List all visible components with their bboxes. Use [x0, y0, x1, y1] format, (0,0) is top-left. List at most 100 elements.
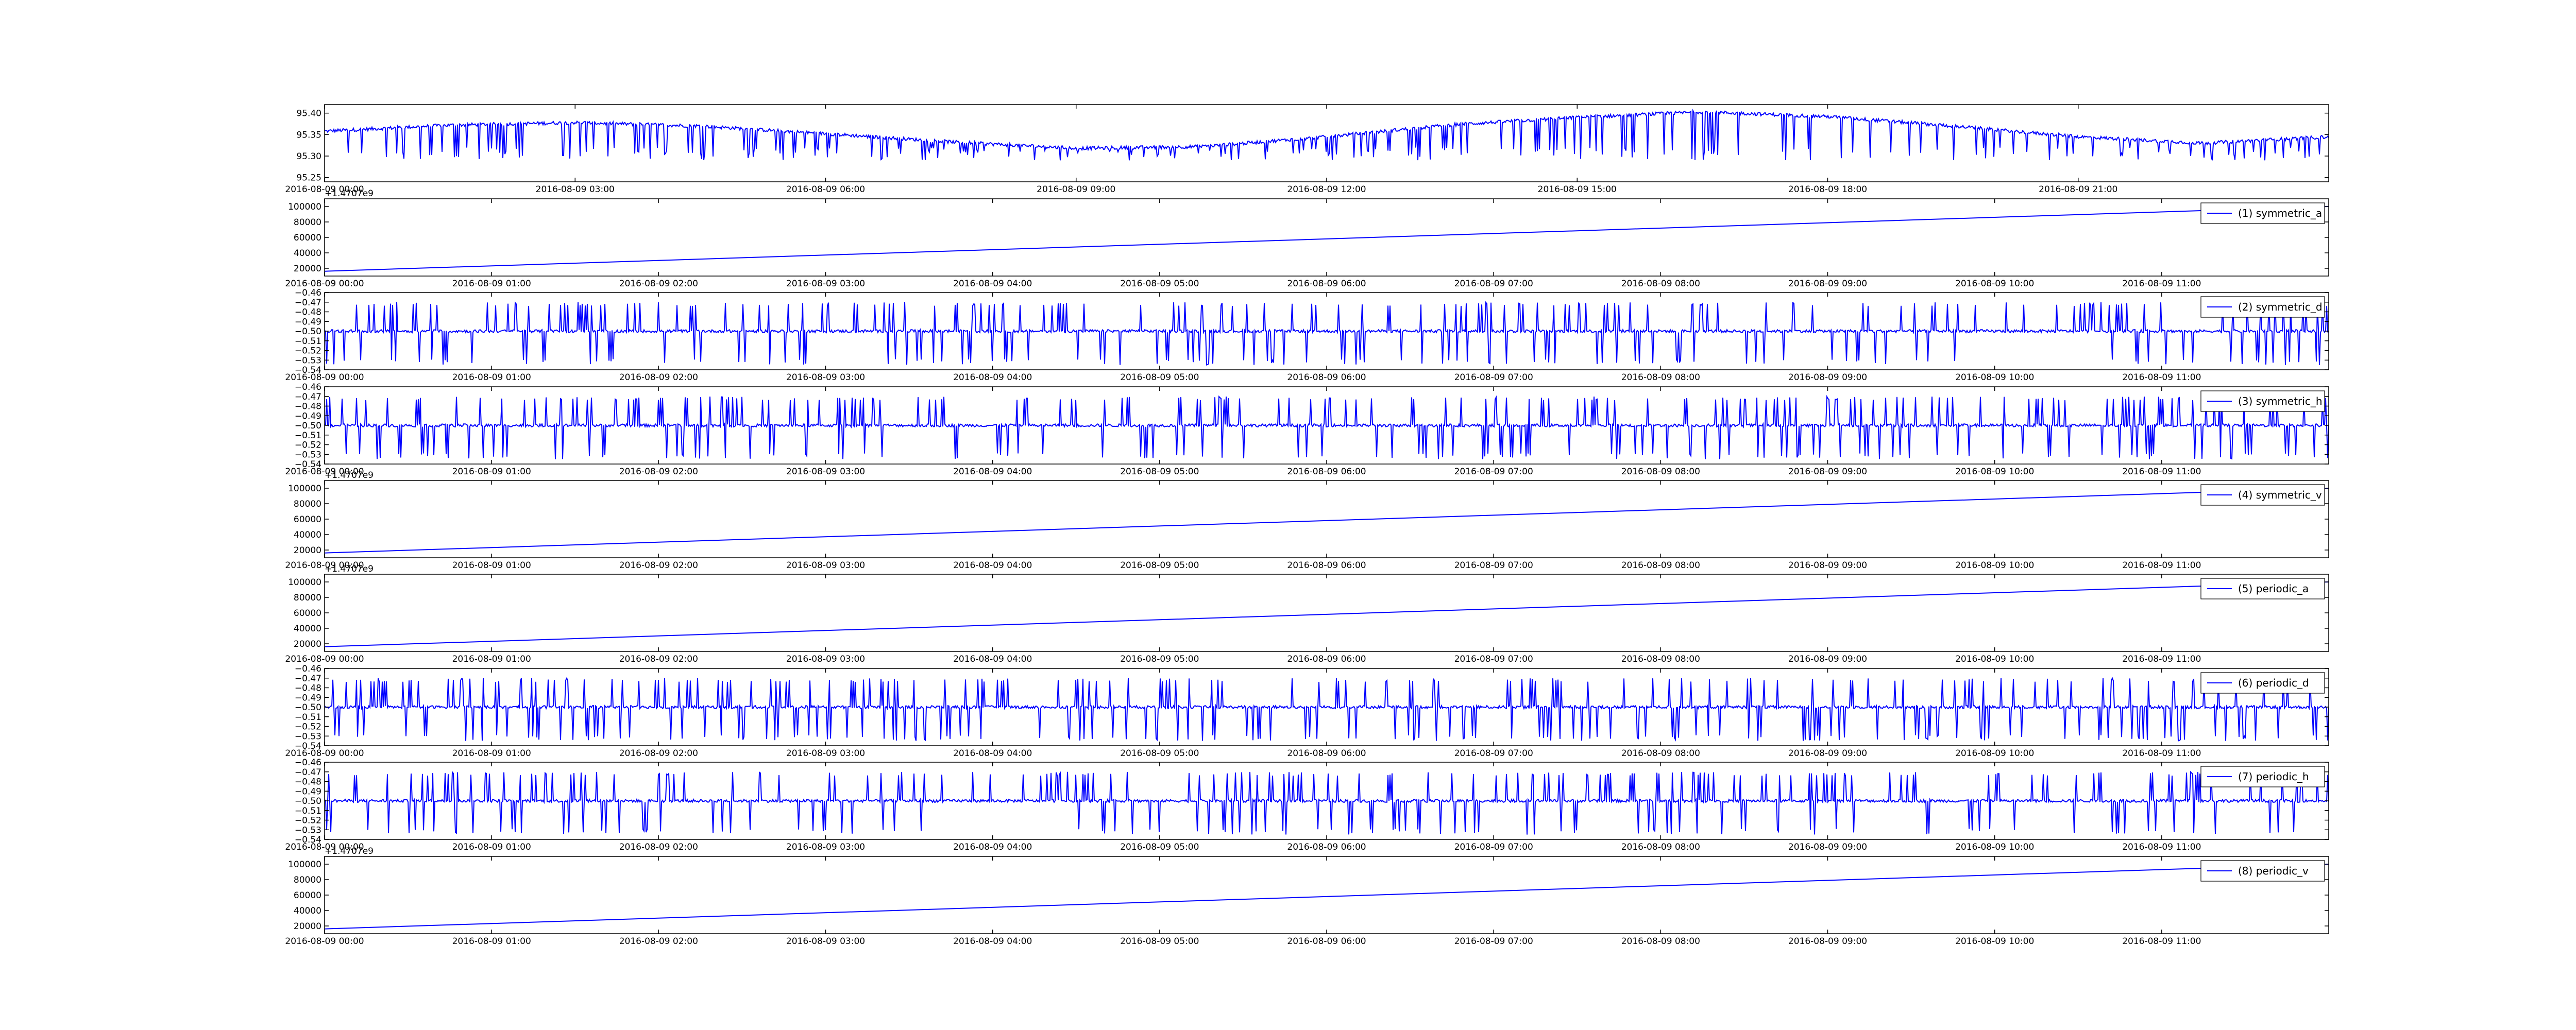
subplot-7: −0.54−0.53−0.52−0.51−0.50−0.49−0.48−0.47…	[285, 664, 2329, 759]
y-tick-label: −0.47	[295, 767, 321, 778]
y-tick-label: 20000	[294, 639, 321, 649]
x-tick-label: 2016-08-09 09:00	[1788, 748, 1867, 759]
axes-frame	[324, 198, 2329, 277]
x-tick-label: 2016-08-09 03:00	[786, 842, 865, 852]
x-tick-label: 2016-08-09 02:00	[619, 748, 698, 759]
x-tick-label: 2016-08-09 01:00	[452, 467, 531, 477]
x-tick-label: 2016-08-09 07:00	[1454, 654, 1533, 664]
y-tick-label: −0.47	[295, 674, 321, 684]
x-tick-label: 2016-08-09 21:00	[2039, 184, 2117, 195]
x-tick-label: 2016-08-09 07:00	[1454, 279, 1533, 289]
x-tick-label: 2016-08-09 00:00	[285, 842, 364, 852]
y-tick-label: 80000	[294, 499, 321, 509]
x-tick-label: 2016-08-09 03:00	[536, 184, 615, 195]
x-tick-label: 2016-08-09 03:00	[786, 654, 865, 664]
x-tick-label: 2016-08-09 01:00	[452, 560, 531, 571]
y-tick-label: −0.53	[295, 355, 321, 366]
y-tick-label: 80000	[294, 593, 321, 603]
y-tick-label: −0.51	[295, 806, 321, 816]
y-tick-label: 60000	[294, 233, 321, 243]
x-tick-label: 2016-08-09 05:00	[1120, 560, 1199, 571]
y-tick-label: −0.51	[295, 336, 321, 347]
x-tick-label: 2016-08-09 05:00	[1120, 467, 1199, 477]
y-tick-label: 100000	[288, 860, 321, 870]
x-tick-label: 2016-08-09 09:00	[1788, 467, 1867, 477]
x-tick-label: 2016-08-09 02:00	[619, 372, 698, 383]
legend-label: (5) periodic_a	[2238, 582, 2309, 595]
y-tick-label: 100000	[288, 202, 321, 212]
x-tick-label: 2016-08-09 11:00	[2122, 936, 2201, 947]
x-tick-label: 2016-08-09 08:00	[1621, 654, 1700, 664]
x-tick-label: 2016-08-09 02:00	[619, 842, 698, 852]
x-tick-label: 2016-08-09 10:00	[1955, 467, 2034, 477]
series-line	[325, 677, 2329, 742]
x-tick-label: 2016-08-09 08:00	[1621, 279, 1700, 289]
axis-offset-label: +1.4707e9	[325, 470, 374, 480]
y-tick-label: −0.53	[295, 825, 321, 835]
y-tick-label: −0.52	[295, 346, 321, 356]
series-line	[325, 488, 2329, 554]
x-tick-label: 2016-08-09 05:00	[1120, 279, 1199, 289]
x-tick-label: 2016-08-09 00:00	[285, 560, 364, 571]
legend: (1) symmetric_a	[2200, 202, 2325, 224]
legend-label: (3) symmetric_h	[2238, 395, 2323, 407]
x-tick-label: 2016-08-09 12:00	[1287, 184, 1366, 195]
x-tick-label: 2016-08-09 08:00	[1621, 936, 1700, 947]
y-tick-label: −0.48	[295, 402, 321, 412]
legend: (4) symmetric_v	[2200, 484, 2325, 506]
x-tick-label: 2016-08-09 04:00	[953, 748, 1032, 759]
axes-frame	[324, 574, 2329, 652]
x-tick-label: 2016-08-09 00:00	[285, 748, 364, 759]
x-tick-label: 2016-08-09 06:00	[1287, 842, 1366, 852]
y-tick-label: −0.46	[295, 664, 321, 674]
series-line	[325, 770, 2329, 835]
y-tick-label: −0.49	[295, 411, 321, 421]
x-tick-label: 2016-08-09 06:00	[1287, 560, 1366, 571]
axes-frame	[324, 856, 2329, 934]
y-tick-label: 40000	[294, 248, 321, 259]
x-tick-label: 2016-08-09 08:00	[1621, 467, 1700, 477]
x-tick-label: 2016-08-09 00:00	[285, 654, 364, 664]
y-tick-label: −0.48	[295, 683, 321, 694]
x-tick-label: 2016-08-09 06:00	[1287, 279, 1366, 289]
y-tick-label: −0.50	[295, 702, 321, 713]
legend-label: (4) symmetric_v	[2238, 489, 2322, 501]
y-tick-label: 80000	[294, 217, 321, 228]
series-line	[325, 864, 2329, 930]
x-tick-label: 2016-08-09 09:00	[1037, 184, 1115, 195]
y-tick-label: 60000	[294, 890, 321, 901]
x-tick-label: 2016-08-09 01:00	[452, 372, 531, 383]
legend: (7) periodic_h	[2200, 766, 2325, 787]
x-tick-label: 2016-08-09 04:00	[953, 560, 1032, 571]
y-tick-label: 95.25	[296, 173, 321, 183]
x-tick-label: 2016-08-09 11:00	[2122, 372, 2201, 383]
subplot-4: −0.54−0.53−0.52−0.51−0.50−0.49−0.48−0.47…	[285, 382, 2329, 477]
x-tick-label: 2016-08-09 06:00	[1287, 936, 1366, 947]
legend: (5) periodic_a	[2200, 578, 2325, 599]
x-tick-label: 2016-08-09 05:00	[1120, 842, 1199, 852]
y-tick-label: −0.49	[295, 786, 321, 797]
x-tick-label: 2016-08-09 09:00	[1788, 279, 1867, 289]
subplot-1: 95.25 95.30 95.35 95.40 2016-08-09 00:00 2016…	[285, 104, 2329, 195]
x-tick-label: 2016-08-09 02:00	[619, 467, 698, 477]
axis-offset-label: +1.4707e9	[325, 188, 374, 199]
x-tick-label: 2016-08-09 08:00	[1621, 748, 1700, 759]
y-tick-label: 20000	[294, 264, 321, 274]
y-tick-label: 40000	[294, 624, 321, 634]
x-tick-label: 2016-08-09 06:00	[1287, 372, 1366, 383]
x-tick-label: 2016-08-09 06:00	[1287, 654, 1366, 664]
x-tick-label: 2016-08-09 00:00	[285, 184, 364, 195]
y-tick-label: 20000	[294, 921, 321, 932]
y-tick-label: −0.49	[295, 693, 321, 703]
x-tick-label: 2016-08-09 03:00	[786, 748, 865, 759]
y-tick-label: −0.51	[295, 431, 321, 441]
legend: (6) periodic_d	[2200, 672, 2325, 694]
y-tick-label: 40000	[294, 906, 321, 916]
x-tick-label: 2016-08-09 05:00	[1120, 936, 1199, 947]
x-tick-label: 2016-08-09 10:00	[1955, 279, 2034, 289]
x-tick-label: 2016-08-09 08:00	[1621, 842, 1700, 852]
y-tick-label: −0.46	[295, 288, 321, 298]
y-tick-label: 60000	[294, 608, 321, 619]
x-tick-label: 2016-08-09 10:00	[1955, 748, 2034, 759]
